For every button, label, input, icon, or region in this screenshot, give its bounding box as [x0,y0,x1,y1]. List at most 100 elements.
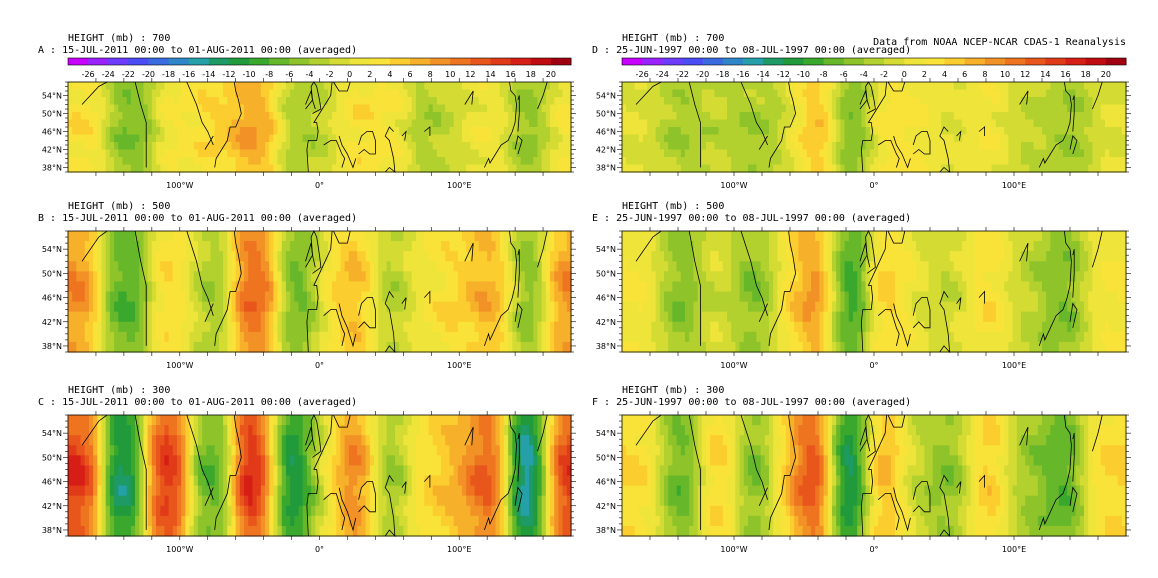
field-cell [722,149,728,158]
field-cell [365,149,371,158]
field-cell [689,82,694,91]
field-cell [1100,157,1106,166]
field-cell [277,291,283,303]
field-cell [756,142,762,151]
field-cell [457,149,463,158]
field-cell [566,261,572,272]
field-cell [760,271,766,283]
field-cell [306,127,312,136]
field-cell [93,291,98,303]
field-cell [848,82,854,91]
field-cell [1021,89,1026,98]
field-cell [752,89,757,98]
field-cell [566,251,572,262]
lat-tick-label: 42°N [42,318,62,327]
field-cell [223,291,228,303]
field-cell [172,331,178,343]
field-cell [122,261,128,272]
field-cell [151,104,157,113]
field-cell [432,341,438,353]
field-cell [453,112,459,121]
field-cell [874,149,879,158]
field-cell [508,271,513,283]
field-cell [265,261,270,272]
field-cell [773,104,778,113]
field-cell [457,311,463,323]
field-cell [533,281,539,293]
field-cell [449,331,455,343]
field-cell [529,149,534,158]
field-cell [302,241,308,252]
field-cell [97,241,103,252]
field-cell [202,331,207,343]
field-cell [420,251,425,262]
field-cell [655,127,661,136]
field-cell [798,119,804,128]
field-cell [731,157,736,166]
field-cell [156,112,161,121]
field-cell [348,97,354,106]
field-cell [861,97,867,106]
field-cell [794,112,799,121]
field-cell [857,142,862,151]
field-cell [403,251,409,262]
field-cell [958,119,963,128]
field-cell [206,97,212,106]
field-cell [122,97,128,106]
field-cell [315,89,321,98]
field-cell [294,251,300,262]
field-cell [344,231,350,242]
field-cell [545,321,551,333]
field-cell [252,112,258,121]
field-cell [714,291,720,303]
field-cell [273,97,279,106]
field-cell [151,331,157,343]
field-cell [844,112,850,121]
field-cell [798,112,804,121]
field-cell [122,112,128,121]
field-cell [541,321,547,333]
field-cell [76,311,82,323]
field-cell [432,271,438,283]
field-cell [273,119,279,128]
field-cell [373,321,379,333]
field-cell [478,291,484,303]
field-cell [848,104,854,113]
field-cell [638,331,644,343]
field-cell [386,281,392,293]
field-cell [937,142,942,151]
field-cell [210,157,216,166]
field-cell [72,134,77,143]
field-cell [710,271,715,283]
field-cell [319,142,325,151]
field-cell [626,104,631,113]
field-cell [819,142,825,151]
field-cell [1012,142,1018,151]
field-cell [739,291,745,303]
field-cell [937,127,942,136]
field-cell [685,104,690,113]
field-cell [1109,164,1114,173]
field-cell [781,291,787,303]
field-cell [130,271,136,283]
field-cell [672,104,678,113]
field-cell [672,241,678,252]
field-cell [1113,89,1119,98]
field-cell [126,311,132,323]
field-cell [185,134,191,143]
field-cell [84,89,90,98]
panel-E-variable: HEIGHT (mb) : 500 [622,201,724,212]
field-cell [899,134,904,143]
field-cell [122,321,128,333]
field-cell [890,134,896,143]
field-cell [88,311,94,323]
field-cell [168,97,174,106]
field-cell [139,311,145,323]
field-cell [706,281,711,293]
field-cell [752,82,757,91]
field-cell [68,321,73,333]
field-cell [499,112,505,121]
field-cell [336,231,342,242]
field-cell [214,291,220,303]
field-cell [865,119,871,128]
